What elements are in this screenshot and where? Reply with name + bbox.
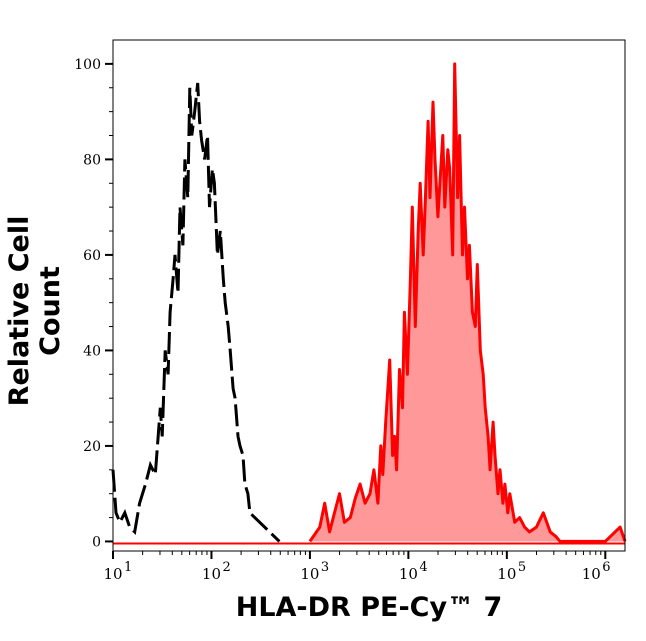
x-tick-label: 10 <box>582 565 601 583</box>
x-tick-label: 10 <box>497 565 516 583</box>
y-axis-label: Relative Cell Count <box>4 215 66 407</box>
series-fill-1 <box>309 63 625 542</box>
y-tick-label: 20 <box>83 439 101 455</box>
x-tick-exponent: 4 <box>419 560 427 575</box>
y-tick-label: 0 <box>92 534 101 550</box>
y-tick-label: 80 <box>83 152 101 168</box>
x-tick-label: 10 <box>202 565 221 583</box>
x-tick-exponent: 3 <box>321 560 329 575</box>
x-tick-exponent: 1 <box>124 560 132 575</box>
series-line-0 <box>111 82 281 543</box>
x-axis-label: HLA-DR PE-Cy™ 7 <box>235 592 503 623</box>
y-tick-label: 100 <box>74 57 101 73</box>
x-tick-label: 10 <box>399 565 418 583</box>
series-line-1 <box>308 62 627 543</box>
x-tick-exponent: 2 <box>222 560 230 575</box>
x-tick-exponent: 5 <box>518 560 526 575</box>
x-tick-label: 10 <box>103 565 122 583</box>
y-tick-label: 40 <box>83 343 101 359</box>
x-tick-label: 10 <box>300 565 319 583</box>
x-tick-exponent: 6 <box>602 560 610 575</box>
y-tick-label: 60 <box>83 248 101 264</box>
